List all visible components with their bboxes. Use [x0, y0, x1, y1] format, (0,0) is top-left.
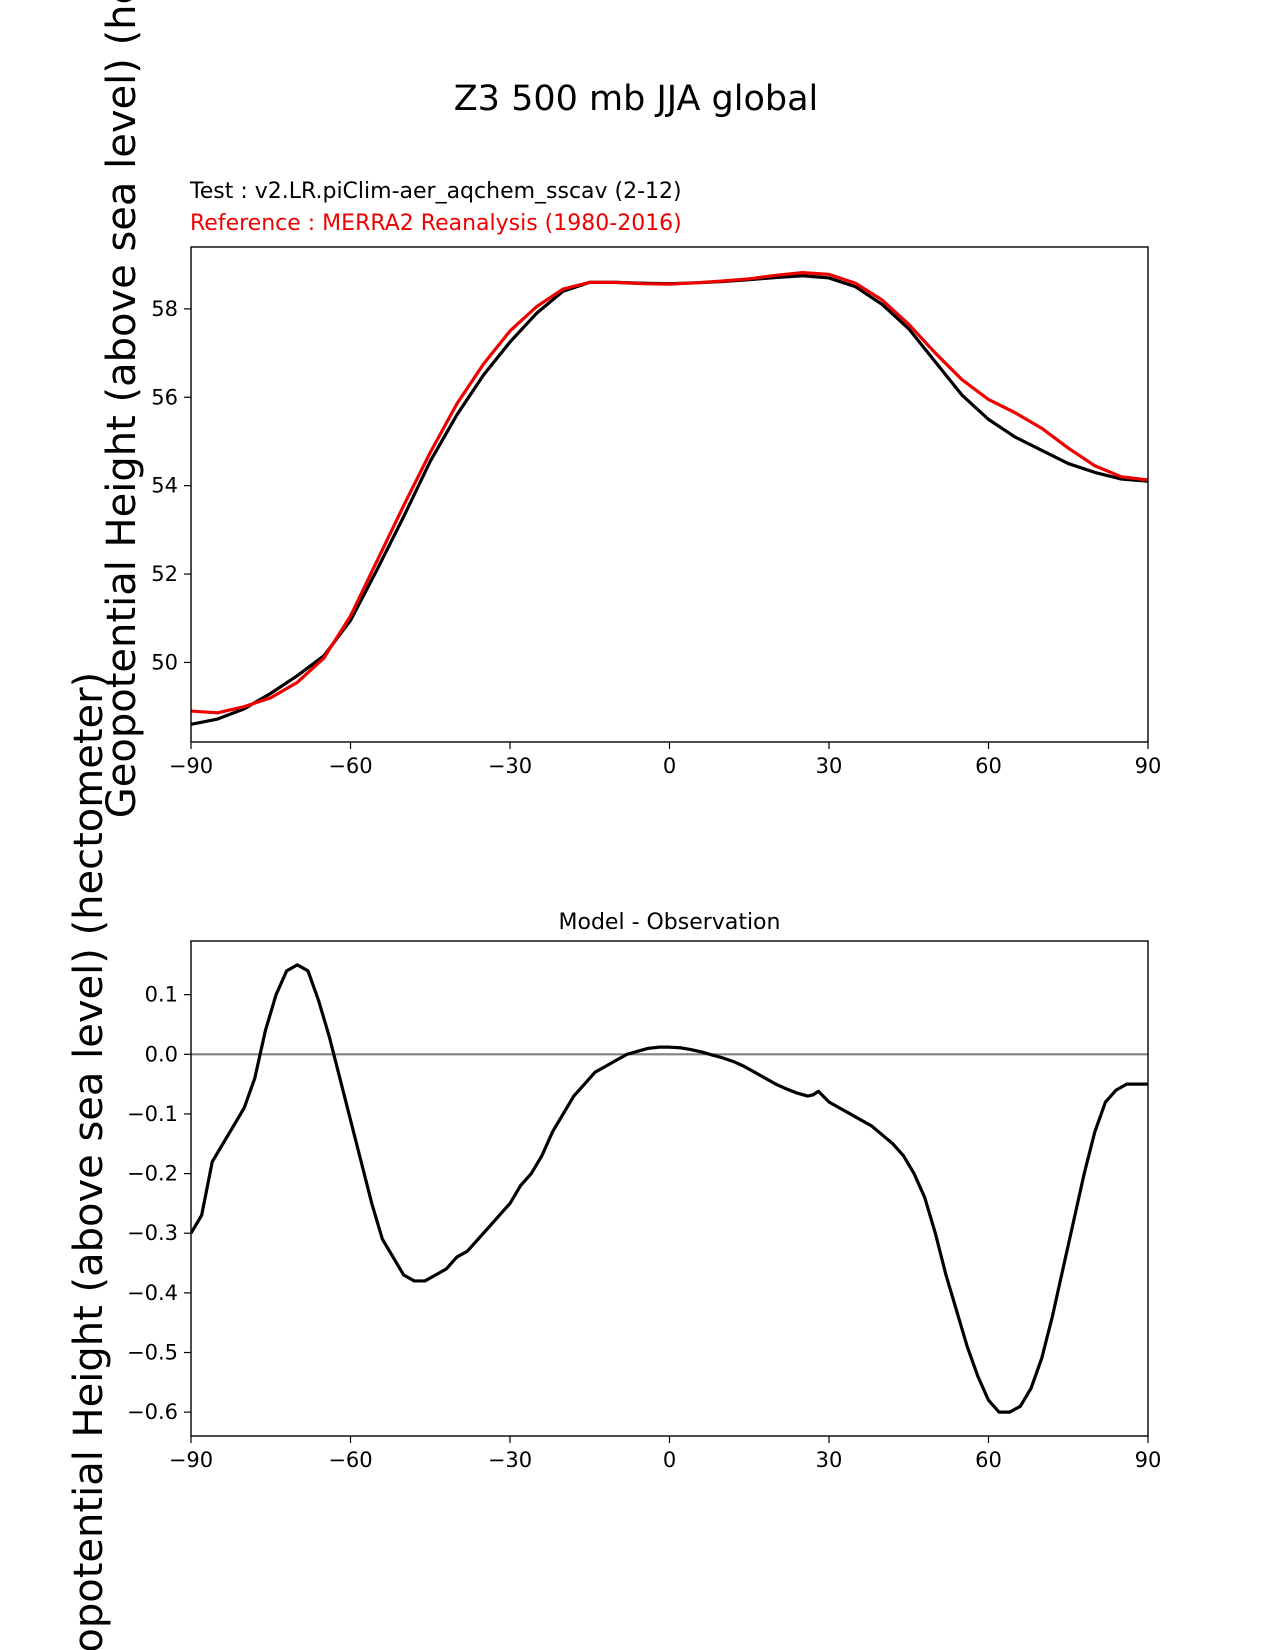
x-tick-label: 0: [663, 1448, 676, 1472]
x-tick-label: 90: [1135, 754, 1162, 778]
y-axis-label: Geopotential Height (above sea level) (h…: [99, 0, 145, 818]
y-tick-label: 0.0: [145, 1042, 178, 1066]
x-tick-label: 30: [816, 1448, 843, 1472]
y-axis-label: Geopotential Height (above sea level) (h…: [66, 672, 112, 1650]
y-tick-label: −0.3: [127, 1221, 178, 1245]
x-tick-label: −60: [328, 1448, 372, 1472]
y-tick-label: −0.5: [127, 1341, 178, 1365]
y-tick-label: 58: [151, 297, 178, 321]
figure-title: Z3 500 mb JJA global: [454, 79, 819, 119]
y-tick-label: 52: [151, 562, 178, 586]
x-tick-label: 60: [975, 754, 1002, 778]
series-line-model-observation: [191, 963, 1148, 1414]
subplot-title: Model - Observation: [559, 910, 781, 935]
y-tick-label: 56: [151, 385, 178, 409]
x-tick-label: −90: [169, 1448, 213, 1472]
y-tick-label: −0.6: [127, 1400, 178, 1424]
y-tick-label: −0.4: [127, 1281, 178, 1305]
x-tick-label: 30: [816, 754, 843, 778]
x-tick-label: −60: [328, 754, 372, 778]
y-tick-label: 54: [151, 474, 178, 498]
series-line-reference: [191, 271, 1148, 715]
x-tick-label: −30: [488, 1448, 532, 1472]
x-tick-label: 90: [1135, 1448, 1162, 1472]
test-label: Test : v2.LR.piClim-aer_aqchem_sscav (2-…: [189, 179, 682, 204]
axes-frame: [190, 246, 1149, 743]
x-tick-label: 0: [663, 754, 676, 778]
x-tick-label: 60: [975, 1448, 1002, 1472]
y-tick-label: 50: [151, 650, 178, 674]
x-tick-label: −90: [169, 754, 213, 778]
y-tick-label: −0.2: [127, 1162, 178, 1186]
difference-line-chart: Model - Observation −90 −60 −30 0 30 60 90 0.1 0.…: [66, 672, 1161, 1650]
y-tick-label: −0.1: [127, 1102, 178, 1126]
x-tick-label: −30: [488, 754, 532, 778]
reference-label: Reference : MERRA2 Reanalysis (1980-2016…: [190, 211, 682, 236]
y-tick-label: 0.1: [145, 983, 178, 1007]
series-line-test: [191, 274, 1148, 726]
axes-frame: [190, 940, 1149, 1437]
